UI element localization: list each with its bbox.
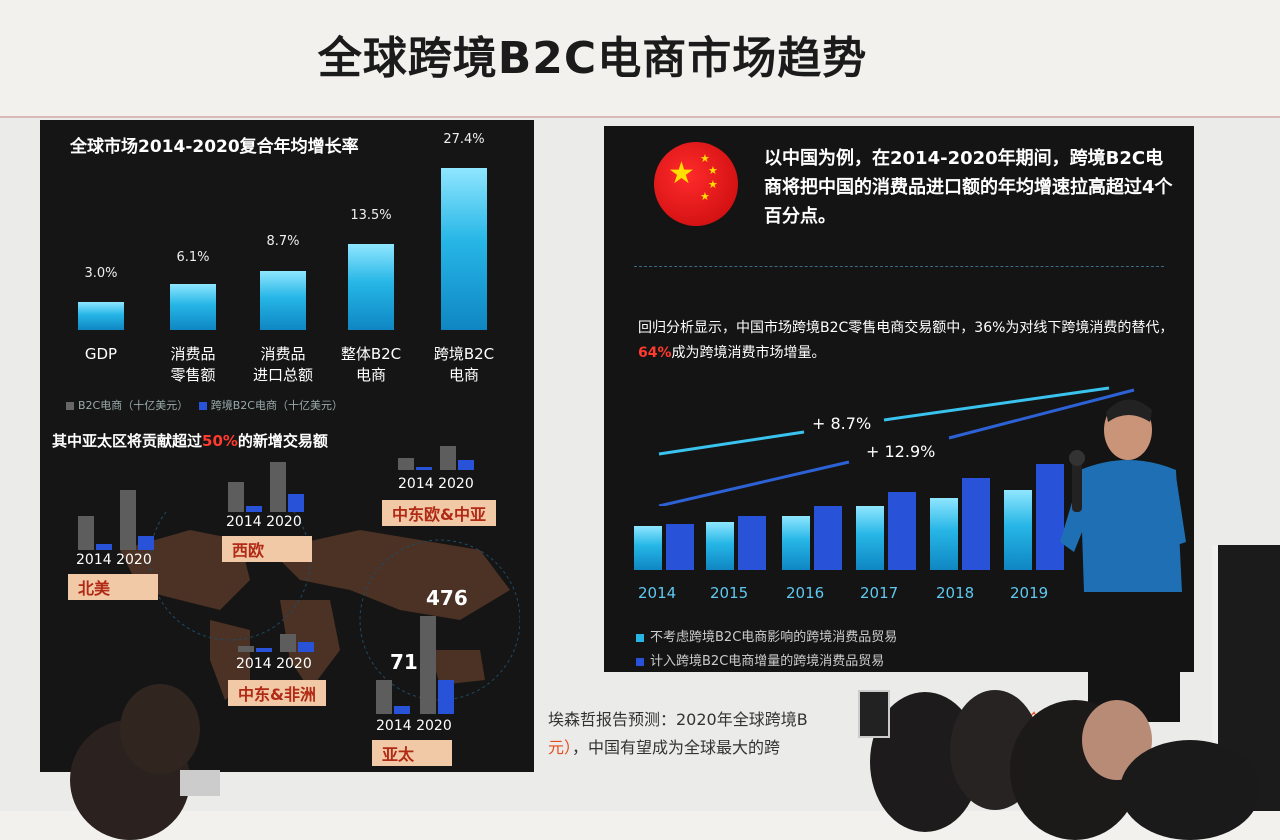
- year-labels: 2014 2020: [226, 514, 302, 530]
- legend-item: 计入跨境B2C电商增量的跨境消费品贸易: [636, 650, 884, 669]
- regression-text: 回归分析显示，中国市场跨境B2C零售电商交易额中，36%为对线下跨境消费的替代，…: [638, 320, 1174, 361]
- left-panel: 全球市场2014-2020复合年均增长率 3.0% 6.1% 8.7% 13.5…: [40, 120, 534, 772]
- year-labels: 2014 2020: [76, 552, 152, 568]
- na-bar-2020-cross: [138, 536, 154, 550]
- apac-bar-2020-cross: [438, 680, 454, 714]
- region-north-america: 北美: [68, 574, 158, 600]
- year-labels: 2014 2020: [236, 656, 312, 672]
- region-middle-east-africa: 中东&非洲: [228, 680, 326, 706]
- bar-import: [260, 271, 306, 330]
- audience-head: [120, 684, 200, 774]
- trade-bar-2019-a: [1004, 490, 1032, 570]
- year-labels: 2014 2020: [398, 476, 474, 492]
- china-headline: 以中国为例，在2014-2020年期间，跨境B2C电商将把中国的消费品进口额的年…: [764, 148, 1173, 227]
- trade-bar-2018-b: [962, 478, 990, 570]
- apac-bar-2014-b2c: [376, 680, 392, 714]
- cee-bar-2020-b2c: [440, 446, 456, 470]
- region-subtitle: 其中亚太区将贡献超过50%的新增交易额: [52, 432, 328, 450]
- we-bar-2020-b2c: [270, 462, 286, 512]
- legend: B2C电商（十亿美元） 跨境B2C电商（十亿美元）: [66, 397, 343, 413]
- region-apac: 亚太: [372, 740, 452, 766]
- we-bar-2020-cross: [288, 494, 304, 512]
- legend-swatch-gray: [66, 402, 74, 410]
- year-label: 2016: [786, 584, 825, 602]
- category-label: 跨境B2C 电商: [433, 345, 495, 384]
- trade-bar-2018-a: [930, 498, 958, 570]
- trade-bar-2014-a: [634, 526, 662, 570]
- value-label: 8.7%: [266, 234, 300, 249]
- cee-bar-2014-b2c: [398, 458, 414, 470]
- category-label: GDP: [84, 345, 118, 363]
- divider: [634, 266, 1164, 267]
- na-bar-2014-b2c: [78, 516, 94, 550]
- value-label: 13.5%: [350, 208, 392, 223]
- category-label: 整体B2C 电商: [340, 345, 402, 384]
- bar-cross-border: [441, 168, 487, 330]
- title-divider: [0, 116, 1280, 118]
- trade-bar-2016-a: [782, 516, 810, 570]
- china-flag-icon: ★ ★ ★ ★ ★: [654, 142, 738, 226]
- audience-head: [1120, 740, 1260, 840]
- presenter: [1060, 399, 1186, 722]
- cee-bar-2014-cross: [416, 467, 432, 470]
- raised-phone: [180, 770, 220, 796]
- region-western-europe: 西欧: [222, 536, 312, 562]
- legend-item: 不考虑跨境B2C电商影响的跨境消费品贸易: [636, 626, 897, 645]
- year-labels: 2014 2020: [376, 718, 452, 734]
- category-label: 消费品 进口总额: [252, 345, 313, 384]
- category-label: 消费品 零售额: [170, 345, 216, 384]
- growth-rate-b: + 12.9%: [866, 442, 936, 461]
- legend-swatch-blue: [198, 402, 207, 410]
- bar-gdp: [78, 302, 124, 330]
- trade-bar-2017-b: [888, 492, 916, 570]
- right-panel: ★ ★ ★ ★ ★ 以中国为例，在2014-2020年期间，跨境B2C电商将把中…: [604, 126, 1194, 672]
- raised-phone: [858, 690, 890, 738]
- year-label: 2014: [638, 584, 677, 602]
- na-bar-2014-cross: [96, 544, 112, 550]
- growth-rate-a: + 8.7%: [812, 414, 872, 433]
- mea-bar-2014-b2c: [238, 646, 254, 652]
- slide-title: 全球跨境B2C电商市场趋势: [317, 33, 868, 84]
- year-label: 2017: [860, 584, 899, 602]
- we-bar-2014-b2c: [228, 482, 244, 512]
- apac-bar-2014-cross: [394, 706, 410, 714]
- na-bar-2020-b2c: [120, 490, 136, 550]
- apac-value-2014: 71: [390, 650, 418, 674]
- value-label: 3.0%: [84, 266, 118, 281]
- trade-bar-2019-b: [1036, 464, 1064, 570]
- growth-chart-title: 全球市场2014-2020复合年均增长率: [70, 137, 359, 157]
- bar-retail: [170, 284, 216, 330]
- trade-bar-2016-b: [814, 506, 842, 570]
- apac-value-2020: 476: [426, 586, 468, 610]
- bar-b2c: [348, 244, 394, 330]
- trade-bar-2017-a: [856, 506, 884, 570]
- value-label: 27.4%: [443, 132, 485, 147]
- cee-bar-2020-cross: [458, 460, 474, 470]
- value-label: 6.1%: [176, 250, 210, 265]
- trend-lines: [658, 386, 1135, 506]
- trade-bar-2015-b: [738, 516, 766, 570]
- trade-bar-2014-b: [666, 524, 694, 570]
- mea-bar-2020-b2c: [280, 634, 296, 652]
- legend-swatch-cyan: [636, 633, 644, 642]
- apac-bar-2020-b2c: [420, 616, 436, 714]
- legend-swatch-blue: [636, 657, 644, 666]
- we-bar-2014-cross: [246, 506, 262, 512]
- year-label: 2018: [936, 584, 975, 602]
- mea-bar-2020-cross: [298, 642, 314, 652]
- trade-bar-2015-a: [706, 522, 734, 570]
- region-cee-central-asia: 中东欧&中亚: [382, 500, 496, 526]
- year-label: 2015: [710, 584, 749, 602]
- mea-bar-2014-cross: [256, 648, 272, 652]
- year-label: 2019: [1010, 584, 1049, 602]
